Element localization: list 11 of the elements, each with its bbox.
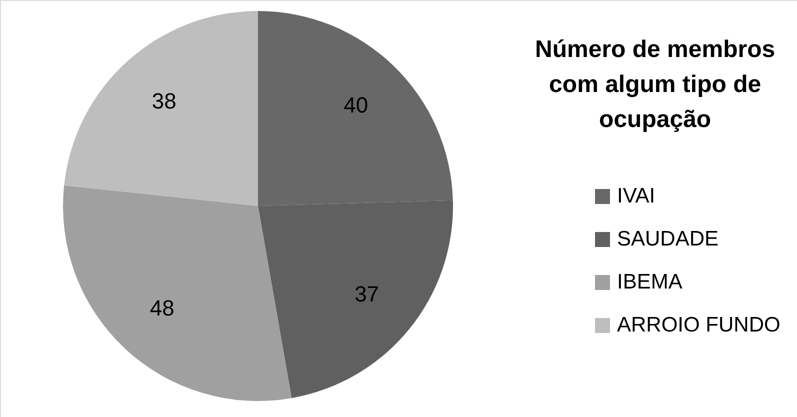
data-label: 38 — [152, 88, 176, 114]
pie-slice — [63, 185, 292, 401]
legend-label: IVAI — [617, 184, 656, 208]
legend-label: IBEMA — [617, 270, 682, 294]
data-label: 37 — [354, 282, 380, 307]
legend-label: SAUDADE — [617, 228, 719, 250]
pie-slice — [64, 11, 258, 206]
text: Número de membros com algum tipo de ocupação — [535, 36, 776, 133]
data-label: 40 — [344, 92, 368, 118]
data-label: 48 — [150, 296, 174, 321]
legend-label: ARROIO FUNDO — [617, 314, 780, 336]
